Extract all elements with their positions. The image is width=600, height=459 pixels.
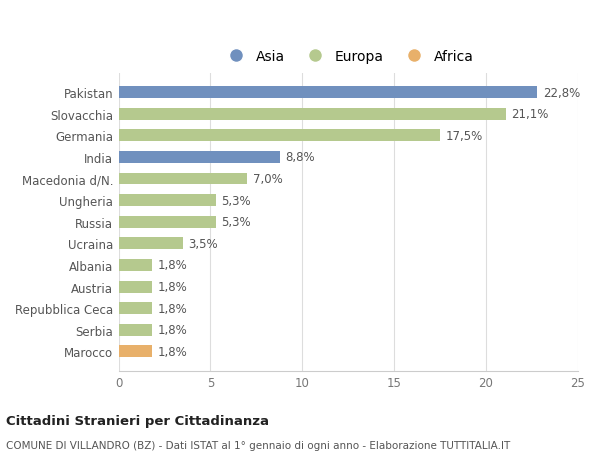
Text: COMUNE DI VILLANDRO (BZ) - Dati ISTAT al 1° gennaio di ogni anno - Elaborazione : COMUNE DI VILLANDRO (BZ) - Dati ISTAT al…	[6, 440, 510, 450]
Text: 1,8%: 1,8%	[157, 280, 187, 293]
Text: 5,3%: 5,3%	[221, 216, 251, 229]
Text: 1,8%: 1,8%	[157, 302, 187, 315]
Text: 5,3%: 5,3%	[221, 194, 251, 207]
Legend: Asia, Europa, Africa: Asia, Europa, Africa	[217, 45, 479, 70]
Bar	[119, 302, 152, 314]
Text: 1,8%: 1,8%	[157, 259, 187, 272]
Bar	[119, 130, 440, 142]
Bar	[119, 195, 216, 207]
Text: 7,0%: 7,0%	[253, 173, 283, 185]
Text: 21,1%: 21,1%	[511, 108, 549, 121]
Text: 1,8%: 1,8%	[157, 345, 187, 358]
Text: Cittadini Stranieri per Cittadinanza: Cittadini Stranieri per Cittadinanza	[6, 414, 269, 427]
Bar	[119, 346, 152, 358]
Bar	[119, 151, 280, 163]
Text: 1,8%: 1,8%	[157, 324, 187, 336]
Text: 17,5%: 17,5%	[445, 129, 482, 142]
Text: 8,8%: 8,8%	[286, 151, 316, 164]
Bar	[119, 87, 537, 99]
Bar	[119, 281, 152, 293]
Bar	[119, 259, 152, 271]
Bar	[119, 108, 506, 120]
Bar	[119, 216, 216, 228]
Bar	[119, 173, 247, 185]
Bar	[119, 324, 152, 336]
Text: 3,5%: 3,5%	[188, 237, 218, 250]
Text: 22,8%: 22,8%	[542, 86, 580, 99]
Bar	[119, 238, 183, 250]
